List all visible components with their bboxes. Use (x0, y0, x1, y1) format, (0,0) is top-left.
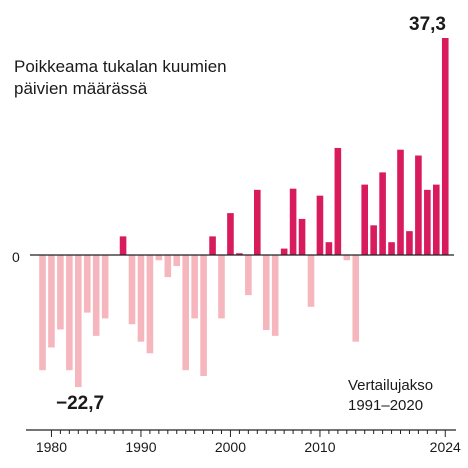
x-ticks: 1980 1990 2000 2010 2024 (36, 430, 461, 455)
reference-period-label: Vertailujakso (348, 377, 434, 394)
bar-1988 (119, 236, 127, 255)
bar-2021 (415, 155, 422, 255)
bar-1991 (146, 255, 154, 354)
chart-title: Poikkeama tukalan kuumien päivien määräs… (14, 57, 227, 98)
bar-2019 (397, 149, 404, 255)
bar-1986 (101, 255, 109, 319)
bar-2006 (280, 248, 288, 255)
bar-1993 (164, 255, 172, 278)
bars (39, 38, 449, 388)
bar-1997 (200, 255, 207, 377)
bar-2003 (254, 189, 261, 255)
bar-2011 (325, 242, 333, 255)
bar-2007 (289, 188, 297, 255)
bar-2010 (316, 195, 324, 255)
reference-period-years: 1991–2020 (348, 397, 424, 414)
bar-2012 (334, 147, 342, 255)
bar-1985 (92, 255, 100, 336)
bar-2022 (424, 189, 431, 255)
bar-2002 (245, 255, 252, 296)
x-tick-label-1990: 1990 (125, 439, 156, 455)
bar-2005 (271, 255, 279, 336)
x-tick-label-2024: 2024 (430, 439, 461, 455)
bar-2015 (361, 184, 368, 255)
bar-2016 (370, 225, 377, 255)
bar-2018 (388, 242, 395, 255)
bar-1984 (83, 255, 91, 313)
bar-1981 (57, 255, 64, 330)
bar-1998 (209, 236, 216, 255)
bar-1994 (173, 255, 181, 267)
bar-1992 (155, 255, 163, 261)
bar-1996 (191, 255, 198, 319)
x-tick-label-2010: 2010 (304, 439, 335, 455)
bar-1989 (128, 255, 136, 325)
bar-2008 (298, 218, 306, 255)
bar-1999 (218, 255, 225, 319)
reference-period-note: Vertailujakso 1991–2020 (348, 376, 433, 416)
bar-2014 (352, 255, 360, 342)
bar-1982 (66, 255, 73, 371)
bar-1995 (182, 255, 189, 371)
bar-2013 (343, 255, 351, 261)
bar-1983 (75, 255, 82, 388)
bar-2000 (227, 213, 234, 255)
bar-2024 (441, 38, 449, 255)
bar-2001 (236, 253, 243, 255)
zero-label: 0 (12, 249, 20, 265)
max-value-label: 37,3 (409, 14, 446, 35)
x-tick-label-1980: 1980 (36, 439, 67, 455)
bar-1990 (137, 255, 145, 342)
bar-1979 (39, 255, 46, 371)
bar-2009 (307, 255, 315, 307)
bar-2017 (379, 172, 386, 255)
bar-2023 (433, 184, 440, 255)
x-tick-label-2000: 2000 (215, 439, 246, 455)
min-value-label: −22,7 (56, 393, 105, 414)
bar-2004 (262, 255, 270, 331)
bar-2020 (406, 231, 413, 255)
bar-1980 (48, 255, 55, 348)
